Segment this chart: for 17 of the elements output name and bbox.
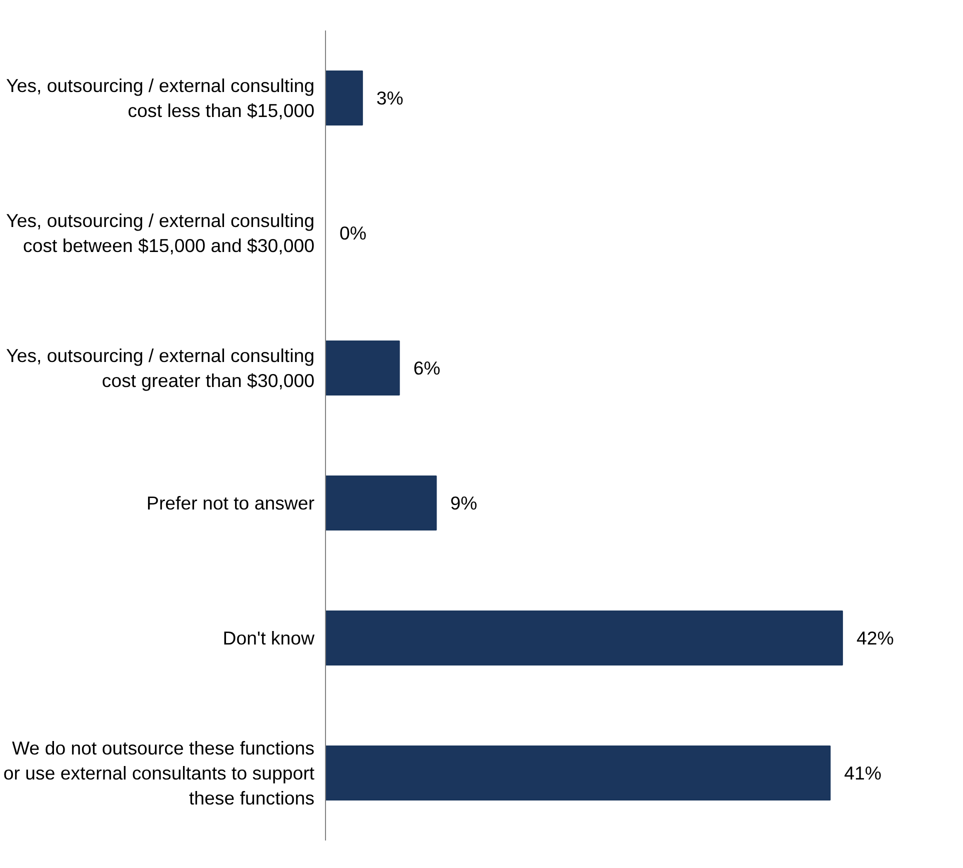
y-tick-label: We do not outsource these functions or use external consultants to support these functions xyxy=(3,737,316,809)
y-tick-label: Yes, outsourcing / external consulting cost between $15,000 and $30,000 xyxy=(6,210,315,256)
data-label: 3% xyxy=(376,88,404,108)
y-tick-label: Yes, outsourcing / external consulting cost greater than $30,000 xyxy=(6,344,315,392)
data-label: 9% xyxy=(450,492,478,514)
bar xyxy=(326,746,831,800)
data-label: 0% xyxy=(340,222,366,244)
y-tick-label: Don't know xyxy=(222,628,316,648)
y-tick-label: Yes, outsourcing / external consulting cost less than $15,000 xyxy=(6,74,315,122)
data-label: 6% xyxy=(413,358,440,378)
bar xyxy=(326,340,400,396)
y-tick-label: Prefer not to answer xyxy=(146,492,315,514)
data-label: 41% xyxy=(844,762,882,784)
bar xyxy=(326,610,843,666)
bar xyxy=(326,70,363,126)
bar xyxy=(326,476,437,530)
data-label: 42% xyxy=(856,628,894,648)
